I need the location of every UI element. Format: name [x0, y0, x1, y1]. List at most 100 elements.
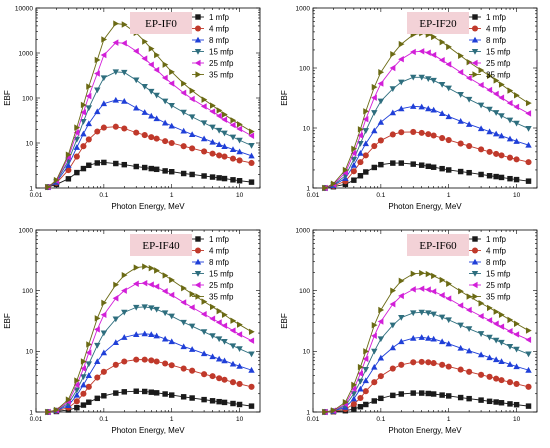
data-point-1-mfp	[201, 173, 207, 179]
legend-label-1-mfp: 1 mfp	[209, 13, 230, 22]
legend-label-1-mfp: 1 mfp	[209, 235, 230, 244]
data-point-15-mfp	[389, 86, 397, 93]
data-point-15-mfp	[141, 83, 148, 90]
series-8-mfp	[44, 96, 255, 190]
data-point-15-mfp	[100, 330, 108, 337]
data-point-25-mfp	[445, 61, 452, 68]
data-point-15-mfp	[410, 310, 417, 317]
x-axis-title: Photon Energy, MeV	[388, 426, 462, 435]
series-15-mfp	[44, 304, 255, 416]
data-point-25-mfp	[236, 331, 243, 338]
data-point-1-mfp	[236, 401, 243, 408]
data-point-35-mfp	[410, 270, 417, 277]
data-point-25-mfp	[498, 94, 505, 101]
data-point-25-mfp	[498, 323, 505, 330]
data-point-25-mfp	[100, 311, 107, 319]
data-point-35-mfp	[142, 38, 148, 45]
data-point-25-mfp	[398, 292, 404, 300]
data-point-8-mfp	[377, 354, 385, 361]
legend-label-35-mfp: 35 mfp	[486, 71, 511, 80]
data-point-1-mfp	[65, 176, 72, 182]
data-point-15-mfp	[188, 114, 196, 121]
data-point-35-mfp	[133, 264, 140, 271]
data-point-35-mfp	[493, 77, 500, 84]
data-point-1-mfp	[101, 159, 107, 166]
plot-frame	[312, 229, 538, 413]
data-point-35-mfp	[363, 108, 370, 115]
series-4-mfp	[321, 358, 532, 416]
data-point-4-mfp	[189, 145, 196, 152]
data-point-15-mfp	[168, 313, 175, 320]
legend-marker-4-mfp	[471, 25, 479, 32]
data-point-35-mfp	[493, 308, 500, 315]
y-tick-label: 100	[22, 288, 33, 295]
data-point-25-mfp	[229, 121, 236, 129]
data-point-8-mfp	[112, 96, 120, 103]
data-point-25-mfp	[121, 287, 127, 294]
data-point-15-mfp	[153, 306, 160, 313]
data-point-4-mfp	[466, 368, 473, 375]
x-tick-label: 0.1	[99, 416, 108, 423]
data-point-1-mfp	[113, 390, 119, 396]
data-point-35-mfp	[398, 277, 405, 285]
legend-marker-25-mfp	[194, 281, 201, 289]
data-point-35-mfp	[80, 358, 87, 365]
data-point-1-mfp	[493, 173, 499, 180]
panel-title-box	[130, 234, 192, 256]
data-point-25-mfp	[112, 295, 119, 302]
data-point-4-mfp	[430, 132, 437, 139]
data-point-8-mfp	[141, 330, 148, 337]
data-point-8-mfp	[161, 335, 169, 342]
data-point-15-mfp	[80, 118, 87, 125]
data-point-15-mfp	[438, 81, 446, 88]
data-point-1-mfp	[525, 403, 532, 409]
data-point-35-mfp	[154, 267, 160, 274]
data-point-4-mfp	[425, 131, 432, 138]
data-point-35-mfp	[351, 381, 358, 389]
data-point-25-mfp	[188, 304, 195, 311]
x-tick-label: 1	[170, 192, 174, 199]
legend-marker-15-mfp	[471, 48, 479, 55]
data-point-15-mfp	[112, 69, 120, 76]
data-point-1-mfp	[525, 178, 532, 184]
data-point-4-mfp	[493, 150, 500, 157]
legend-marker-1-mfp	[195, 14, 201, 20]
data-point-4-mfp	[362, 388, 369, 395]
data-point-35-mfp	[439, 38, 446, 46]
data-point-15-mfp	[180, 109, 187, 116]
data-point-25-mfp	[215, 319, 222, 326]
data-point-35-mfp	[357, 126, 364, 133]
data-point-8-mfp	[85, 372, 93, 379]
data-point-35-mfp	[342, 166, 349, 174]
data-point-8-mfp	[180, 343, 187, 350]
data-point-15-mfp	[398, 79, 405, 86]
data-point-15-mfp	[492, 110, 500, 116]
data-point-8-mfp	[141, 109, 148, 115]
data-point-8-mfp	[357, 385, 364, 392]
data-point-25-mfp	[457, 302, 464, 309]
data-point-25-mfp	[248, 337, 255, 344]
data-point-8-mfp	[215, 355, 223, 362]
data-point-8-mfp	[362, 140, 370, 147]
x-tick-label: 10	[236, 416, 244, 423]
data-point-4-mfp	[216, 375, 223, 382]
data-point-4-mfp	[148, 357, 155, 364]
data-point-15-mfp	[121, 69, 128, 76]
data-point-15-mfp	[133, 304, 140, 311]
data-point-4-mfp	[506, 379, 514, 386]
data-point-4-mfp	[141, 132, 148, 139]
data-point-15-mfp	[248, 142, 255, 149]
data-point-4-mfp	[357, 159, 364, 166]
data-point-4-mfp	[439, 135, 446, 142]
y-tick-label: 10	[26, 140, 34, 147]
data-point-8-mfp	[492, 130, 500, 137]
data-point-1-mfp	[121, 389, 128, 395]
data-point-35-mfp	[65, 151, 72, 158]
data-point-8-mfp	[148, 112, 155, 119]
chart-panel-1: 0.01 0.1 1 10 1 10 100 1000 10000 Photon Energy, …	[3, 5, 261, 211]
data-point-35-mfp	[53, 406, 60, 414]
legend-marker-8-mfp	[471, 36, 479, 43]
data-point-4-mfp	[439, 361, 446, 368]
data-point-8-mfp	[425, 105, 432, 112]
data-point-25-mfp	[100, 51, 107, 59]
